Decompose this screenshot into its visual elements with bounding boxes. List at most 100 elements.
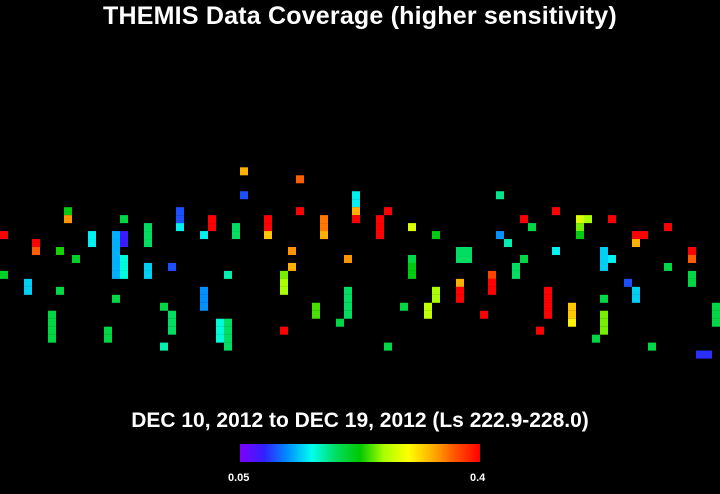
coverage-cell <box>600 310 608 319</box>
coverage-cell <box>496 191 504 200</box>
coverage-cell <box>224 326 232 335</box>
coverage-cell <box>160 342 168 351</box>
coverage-cell <box>632 286 640 295</box>
coverage-cell <box>224 318 232 327</box>
coverage-cell <box>608 254 616 263</box>
coverage-cell <box>688 247 696 255</box>
coverage-cell <box>168 262 176 271</box>
coverage-cell <box>280 326 288 335</box>
coverage-cell <box>488 278 496 287</box>
coverage-cell <box>576 231 584 240</box>
coverage-cell <box>488 286 496 295</box>
coverage-cell <box>200 286 208 295</box>
coverage-cell <box>576 215 584 224</box>
coverage-cell <box>144 239 152 248</box>
coverage-cell <box>224 270 232 279</box>
coverage-cell <box>216 326 224 335</box>
coverage-cell <box>112 294 120 303</box>
coverage-cell <box>376 215 384 224</box>
coverage-cell <box>112 239 120 248</box>
coverage-cell <box>464 247 472 255</box>
coverage-cell <box>112 262 120 271</box>
coverage-cell <box>168 326 176 335</box>
coverage-cell <box>352 215 360 224</box>
coverage-cell <box>688 254 696 263</box>
coverage-cell <box>32 239 40 248</box>
coverage-cell <box>648 342 656 351</box>
coverage-cell <box>600 254 608 263</box>
coverage-cell <box>712 318 720 327</box>
coverage-cell <box>576 223 584 232</box>
coverage-cell <box>352 207 360 216</box>
coverage-cell <box>600 262 608 271</box>
coverage-cell <box>512 262 520 271</box>
coverage-cell <box>408 223 416 232</box>
coverage-cell <box>176 223 184 232</box>
coverage-cell <box>712 302 720 311</box>
coverage-cell <box>160 302 168 311</box>
coverage-cell <box>112 270 120 279</box>
coverage-cell <box>280 270 288 279</box>
coverage-cell <box>408 270 416 279</box>
coverage-cell <box>344 294 352 303</box>
coverage-cell <box>312 302 320 311</box>
coverage-cell <box>0 270 8 279</box>
coverage-cell <box>456 278 464 287</box>
coverage-cell <box>208 223 216 232</box>
coverage-cell <box>544 286 552 295</box>
coverage-cell <box>112 231 120 240</box>
coverage-cell <box>56 247 64 255</box>
coverage-cell <box>632 239 640 248</box>
coverage-cell <box>512 270 520 279</box>
coverage-cell <box>48 310 56 319</box>
coverage-cell <box>552 247 560 255</box>
coverage-cell <box>408 254 416 263</box>
coverage-cell <box>200 231 208 240</box>
coverage-cell <box>24 286 32 295</box>
coverage-cell <box>600 326 608 335</box>
coverage-cell <box>144 270 152 279</box>
coverage-cell <box>320 223 328 232</box>
coverage-cell <box>112 247 120 255</box>
coverage-cell <box>296 175 304 184</box>
coverage-cell <box>104 334 112 343</box>
coverage-cell <box>288 247 296 255</box>
coverage-cell <box>520 254 528 263</box>
coverage-cell <box>88 239 96 248</box>
coverage-cell <box>24 278 32 287</box>
coverage-cell <box>528 223 536 232</box>
coverage-cell <box>224 334 232 343</box>
coverage-cell <box>504 239 512 248</box>
coverage-cell <box>176 207 184 216</box>
coverage-cell <box>144 262 152 271</box>
coverage-cell <box>456 254 464 263</box>
coverage-cell <box>488 270 496 279</box>
coverage-cell <box>424 302 432 311</box>
coverage-cell <box>544 310 552 319</box>
coverage-cell <box>632 294 640 303</box>
coverage-cell <box>120 254 128 263</box>
coverage-cell <box>144 223 152 232</box>
coverage-cell <box>200 302 208 311</box>
coverage-cell <box>384 342 392 351</box>
coverage-cell <box>584 215 592 224</box>
coverage-cell <box>56 286 64 295</box>
coverage-cell <box>296 207 304 216</box>
coverage-cell <box>240 167 248 176</box>
coverage-cell <box>664 223 672 232</box>
coverage-cell <box>336 318 344 327</box>
coverage-cell <box>48 334 56 343</box>
colorbar <box>240 444 480 462</box>
coverage-cell <box>320 231 328 240</box>
coverage-cell <box>688 270 696 279</box>
coverage-cell <box>120 231 128 240</box>
coverage-cell <box>120 239 128 248</box>
coverage-cell <box>104 326 112 335</box>
coverage-cell <box>264 215 272 224</box>
coverage-cell <box>344 302 352 311</box>
coverage-cell <box>312 310 320 319</box>
coverage-cell <box>408 262 416 271</box>
coverage-cell <box>288 262 296 271</box>
coverage-cell <box>112 254 120 263</box>
